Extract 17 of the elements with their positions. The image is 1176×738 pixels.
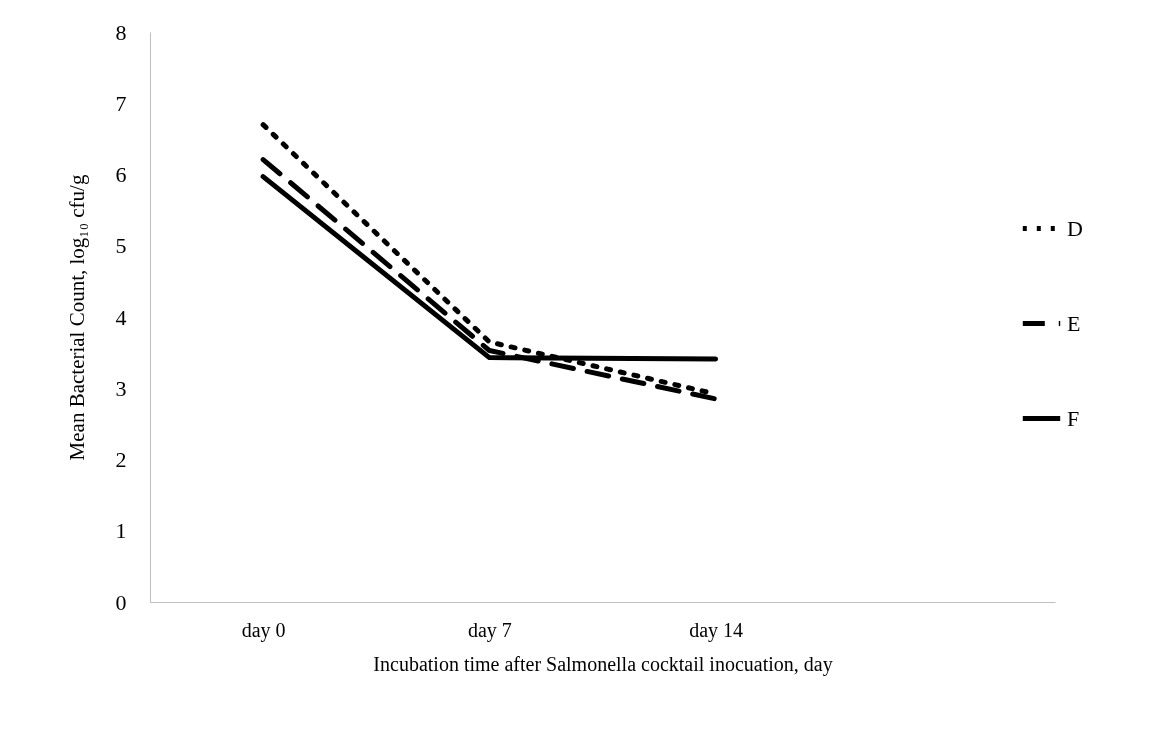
y-tick-label: 1 (115, 518, 127, 544)
y-tick-label: 6 (115, 162, 127, 187)
y-tick-label: 8 (115, 19, 127, 45)
legend-label: E (1067, 310, 1081, 336)
y-tick-label: 5 (115, 233, 127, 259)
x-tick-label: day 14 (689, 618, 744, 642)
x-tick-label: day 0 (241, 618, 286, 642)
y-tick-label: 2 (115, 447, 127, 472)
y-tick-label: 3 (115, 375, 127, 401)
x-tick-label: day 7 (467, 618, 512, 642)
y-tick-label: 0 (115, 589, 127, 615)
x-axis-title: Incubation time after Salmonella cocktail inocuation, day (373, 652, 833, 676)
legend-label: D (1067, 215, 1083, 241)
y-tick-label: 7 (115, 90, 127, 116)
y-tick-label: 4 (115, 304, 127, 330)
legend-label: F (1067, 405, 1080, 431)
y-axis-title: Mean Bacterial Count, log₁₀ cfu/g (64, 174, 89, 461)
